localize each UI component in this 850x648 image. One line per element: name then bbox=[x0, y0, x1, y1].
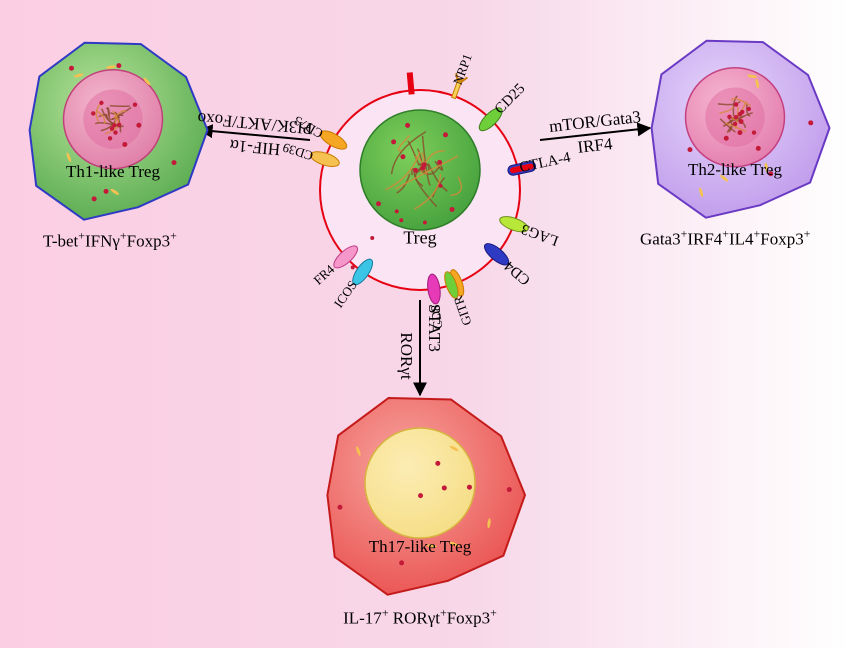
th2-marker-text: Gata3+IRF4+IL4+Foxp3+ bbox=[640, 227, 810, 250]
th17-marker-text: IL-17+ RORγt+Foxp3+ bbox=[343, 606, 497, 629]
th2-cell-label: Th2-like Treg bbox=[688, 160, 782, 180]
th17-cell-label: Th17-like Treg bbox=[369, 537, 471, 557]
central-cell-label: Treg bbox=[403, 228, 436, 249]
arrow-down-pathway-top: STAT3 bbox=[424, 304, 444, 352]
diagram-stage: CD73CD39NRP1CD25CTLA-4LAG3CD4GITRCD8ICOS… bbox=[0, 0, 850, 648]
arrow-right-pathway-bottom: IRF4 bbox=[577, 134, 614, 158]
th1-cell-label: Th1-like Treg bbox=[66, 162, 160, 182]
th1-marker-text: T-bet+IFNγ+Foxp3+ bbox=[43, 229, 177, 252]
arrow-down-pathway-bottom: RORγt bbox=[396, 332, 416, 379]
